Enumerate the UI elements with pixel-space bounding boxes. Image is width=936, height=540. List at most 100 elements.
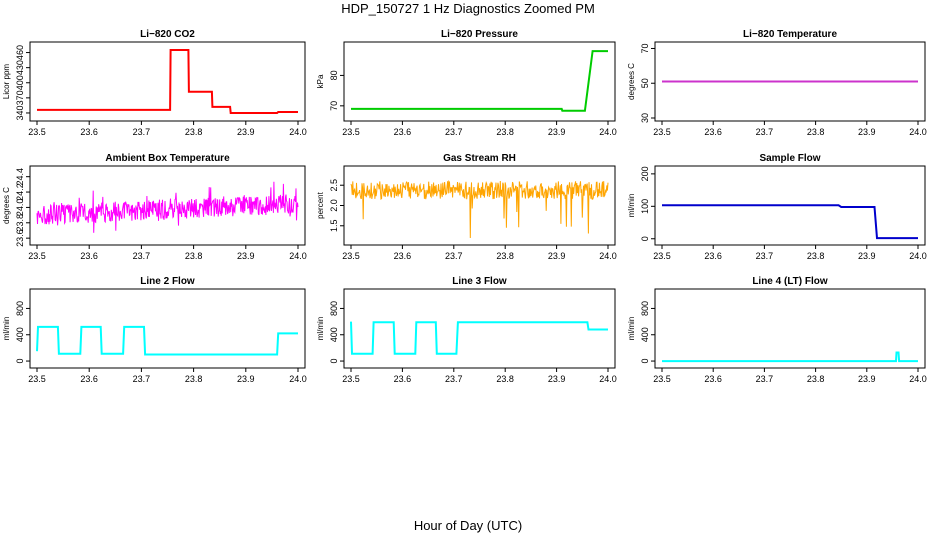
x-tick-label: 23.9 — [548, 127, 566, 137]
x-tick-label: 23.8 — [807, 127, 825, 137]
x-tick-label: 24.0 — [289, 374, 307, 384]
x-tick-label: 23.6 — [704, 374, 722, 384]
y-tick-label: 1.5 — [329, 220, 339, 233]
plot-frame — [343, 165, 616, 246]
x-tick-label: 23.5 — [28, 127, 46, 137]
panel-title: Line 4 (LT) Flow — [752, 276, 828, 287]
x-tick-label: 23.6 — [704, 251, 722, 261]
x-tick-label: 23.9 — [858, 251, 876, 261]
x-tick-label: 24.0 — [909, 374, 927, 384]
series-line — [36, 181, 299, 233]
y-tick-label: 24.0 — [15, 199, 25, 217]
x-tick-label: 23.8 — [807, 374, 825, 384]
x-tick-label: 23.6 — [704, 127, 722, 137]
x-tick-label: 23.6 — [394, 127, 412, 137]
panel-title: Line 2 Flow — [140, 276, 195, 287]
y-tick-label: 24.2 — [15, 183, 25, 201]
y-tick-label: 70 — [329, 101, 339, 111]
x-tick-label: 23.7 — [133, 127, 151, 137]
chart-panel: Li−820 CO2 Licor ppm 23.5 23.6 23.7 23.8 23.9 2… — [2, 29, 307, 137]
x-tick-label: 23.5 — [28, 251, 46, 261]
x-tick-label: 23.9 — [858, 374, 876, 384]
panel-title: Li−820 Pressure — [441, 29, 518, 40]
x-tick-label: 23.6 — [80, 374, 98, 384]
chart-panel: Line 2 Flow ml/min 23.5 23.6 23.7 23.8 23.9 24.… — [2, 276, 307, 384]
x-tick-label: 23.7 — [445, 374, 463, 384]
panel-title: Gas Stream RH — [443, 153, 516, 164]
y-axis-label: degrees C — [2, 187, 11, 224]
x-tick-label: 23.6 — [394, 251, 412, 261]
chart-panel: Sample Flow ml/min 23.5 23.6 23.7 23.8 23.9 24.… — [627, 153, 927, 261]
x-tick-label: 24.0 — [289, 251, 307, 261]
x-tick-label: 23.8 — [185, 127, 203, 137]
y-tick-label: 30 — [640, 113, 650, 123]
plot-frame — [29, 41, 306, 122]
y-tick-label: 100 — [640, 199, 650, 214]
x-tick-label: 24.0 — [599, 251, 617, 261]
chart-panel: Li−820 Pressure kPa 23.5 23.6 23.7 23.8 23.9 24… — [316, 29, 617, 137]
y-axis-label: ml/min — [627, 194, 636, 218]
x-tick-label: 23.6 — [80, 251, 98, 261]
plot-frame — [29, 165, 306, 246]
plot-frame — [654, 41, 926, 122]
panel-title: Line 3 Flow — [452, 276, 507, 287]
y-axis-label: kPa — [316, 74, 325, 88]
y-tick-label: 24.4 — [15, 168, 25, 186]
plot-frame — [29, 288, 306, 369]
y-tick-label: 460 — [15, 45, 25, 60]
x-tick-label: 23.9 — [237, 251, 255, 261]
x-tick-label: 23.8 — [496, 251, 514, 261]
x-tick-label: 23.7 — [445, 251, 463, 261]
y-tick-label: 400 — [329, 327, 339, 342]
plot-frame — [654, 288, 926, 369]
x-tick-label: 23.9 — [548, 251, 566, 261]
series-line — [351, 50, 608, 112]
series-line — [350, 321, 608, 355]
y-tick-label: 400 — [15, 75, 25, 90]
x-tick-label: 24.0 — [909, 127, 927, 137]
x-tick-label: 23.7 — [445, 127, 463, 137]
x-tick-label: 23.7 — [133, 251, 151, 261]
y-axis-label: percent — [316, 191, 325, 218]
y-tick-label: 800 — [640, 301, 650, 316]
y-tick-label: 400 — [640, 327, 650, 342]
y-tick-label: 0 — [640, 236, 650, 241]
y-axis-label: ml/min — [627, 317, 636, 341]
x-tick-label: 23.9 — [548, 374, 566, 384]
panel-title: Ambient Box Temperature — [105, 153, 230, 164]
y-tick-label: 0 — [15, 359, 25, 364]
panel-title: Li−820 CO2 — [140, 29, 195, 40]
x-tick-label: 23.8 — [496, 374, 514, 384]
chart-panel: Line 3 Flow ml/min 23.5 23.6 23.7 23.8 23.9 24.… — [316, 276, 617, 384]
chart-panel: Li−820 Temperature degrees C 23.5 23.6 23.7 2… — [627, 29, 927, 137]
y-axis-label: ml/min — [316, 317, 325, 341]
y-tick-label: 2.5 — [329, 179, 339, 192]
series-line — [350, 179, 609, 239]
x-tick-label: 23.5 — [653, 127, 671, 137]
x-tick-label: 23.5 — [28, 374, 46, 384]
chart-panel: Gas Stream RH percent 23.5 23.6 23.7 23.8 23.9… — [316, 153, 617, 261]
y-tick-label: 340 — [15, 105, 25, 120]
figure-x-axis-label: Hour of Day (UTC) — [413, 518, 523, 533]
plot-frame — [343, 41, 616, 122]
x-tick-label: 23.9 — [237, 374, 255, 384]
y-tick-label: 50 — [640, 78, 650, 88]
x-tick-label: 24.0 — [599, 374, 617, 384]
y-tick-label: 800 — [15, 301, 25, 316]
plot-frame — [343, 288, 616, 369]
y-tick-label: 2.0 — [329, 199, 339, 212]
x-tick-label: 23.5 — [342, 251, 360, 261]
x-tick-label: 23.7 — [756, 251, 774, 261]
series-line — [662, 351, 918, 363]
y-tick-label: 23.8 — [15, 214, 25, 232]
y-tick-label: 370 — [15, 90, 25, 105]
chart-panel: Line 4 (LT) Flow ml/min 23.5 23.6 23.7 23.8 23… — [627, 276, 927, 384]
x-tick-label: 23.8 — [185, 251, 203, 261]
x-tick-label: 23.8 — [496, 127, 514, 137]
x-tick-label: 23.9 — [858, 127, 876, 137]
y-tick-label: 800 — [329, 301, 339, 316]
x-tick-label: 23.5 — [342, 374, 360, 384]
x-tick-label: 23.9 — [237, 127, 255, 137]
y-tick-label: 23.6 — [15, 229, 25, 247]
